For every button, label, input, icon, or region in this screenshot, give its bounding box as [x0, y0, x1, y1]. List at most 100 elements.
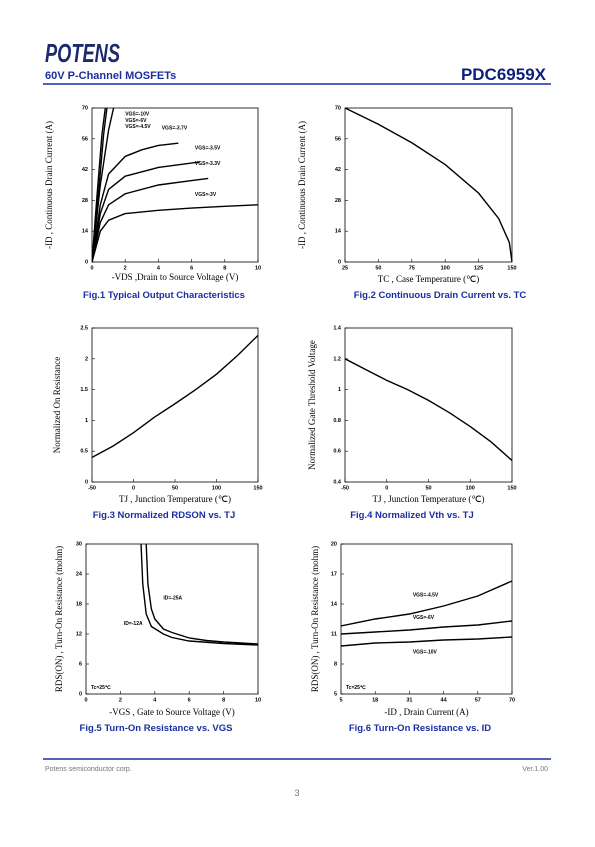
y-tick-label: 2: [85, 356, 88, 362]
series-label: VGS=-3.3V: [195, 161, 221, 167]
x-axis-label: TJ , Junction Temperature (℃): [372, 494, 484, 504]
series-line: [341, 580, 512, 627]
part-number: PDC6959X: [461, 65, 547, 84]
y-tick-label: 70: [82, 105, 88, 111]
x-tick-label: 100: [212, 485, 221, 491]
y-tick-label: 1.4: [333, 325, 342, 331]
x-tick-label: 0: [84, 697, 87, 703]
x-tick-label: 44: [441, 697, 448, 703]
y-tick-label: 70: [335, 105, 341, 111]
series-line: [92, 334, 258, 458]
y-tick-label: 28: [82, 198, 88, 204]
y-tick-label: 17: [331, 571, 337, 577]
x-tick-label: 8: [222, 697, 225, 703]
series-label: ID=-12A: [124, 621, 143, 627]
y-tick-label: 0.8: [333, 418, 341, 424]
annotation: Tc=25℃: [346, 684, 366, 691]
series-label: VGS=-4.5V: [125, 124, 151, 130]
x-tick-label: 31: [406, 697, 412, 703]
x-tick-label: 18: [372, 697, 378, 703]
y-tick-label: 56: [335, 136, 341, 142]
x-axis-label: -VDS ,Drain to Source Voltage (V): [112, 272, 239, 282]
footer-company: Potens semiconductor corp.: [45, 766, 132, 773]
x-tick-label: 0: [132, 485, 135, 491]
y-axis-label: Normalized On Resistance: [52, 357, 62, 453]
series-line: [92, 108, 115, 262]
y-tick-label: 8: [334, 661, 337, 667]
y-tick-label: 0.5: [80, 449, 88, 455]
figure-caption: Fig.4 Normalized Vth vs. TJ: [350, 510, 474, 521]
y-axis-label: RDS(ON) , Turn-On Resistance (mohm): [310, 546, 320, 692]
series-line: [92, 142, 179, 262]
series-line: [341, 636, 512, 647]
series-line: [140, 544, 258, 646]
y-tick-label: 0: [79, 691, 82, 697]
subtitle: 60V P-Channel MOSFETs: [45, 70, 176, 82]
y-axis-label: -ID , Continuous Drain Current (A): [44, 121, 54, 249]
plot-frame: [340, 543, 513, 695]
y-tick-label: 1.5: [80, 387, 88, 393]
y-tick-label: 1: [338, 387, 341, 393]
y-tick-label: 12: [76, 631, 82, 637]
x-tick-label: -50: [341, 485, 349, 491]
y-tick-label: 0: [85, 259, 88, 265]
series-label: VGS=-3.7V: [162, 126, 188, 132]
y-tick-label: 0.4: [333, 479, 342, 485]
x-tick-label: 150: [507, 485, 516, 491]
y-tick-label: 14: [82, 229, 89, 235]
figure-caption: Fig.3 Normalized RDSON vs. TJ: [93, 510, 236, 521]
x-tick-label: 5: [339, 697, 342, 703]
y-tick-label: 24: [76, 571, 83, 577]
series-line: [345, 358, 512, 461]
series-line: [345, 108, 512, 262]
series-line: [92, 161, 200, 262]
series-label: ID=-25A: [163, 596, 182, 602]
plot-frame: [85, 543, 259, 695]
y-tick-label: 11: [331, 631, 337, 637]
y-tick-label: 42: [335, 167, 341, 173]
y-axis-label: RDS(ON) , Turn-On Resistance (mohm): [54, 546, 64, 692]
x-axis-label: TC , Case Temperature (℃): [378, 274, 480, 284]
footer-version: Ver.1.00: [522, 766, 548, 773]
x-tick-label: 150: [253, 485, 262, 491]
x-tick-label: 10: [255, 697, 261, 703]
x-tick-label: 150: [507, 265, 516, 271]
annotation: Tc=25℃: [91, 684, 111, 691]
x-tick-label: 10: [255, 265, 261, 271]
y-tick-label: 5: [334, 691, 337, 697]
series-label: VGS=-3V: [195, 192, 217, 198]
series-label: VGS=-6V: [413, 615, 435, 621]
x-axis-label: TJ , Junction Temperature (℃): [119, 494, 231, 504]
x-tick-label: 50: [172, 485, 178, 491]
y-tick-label: 6: [79, 661, 82, 667]
series-label: VGS=-6V: [125, 118, 147, 124]
x-tick-label: 70: [509, 697, 515, 703]
x-tick-label: 6: [188, 697, 191, 703]
plot-frame: [91, 107, 259, 263]
y-tick-label: 0.6: [333, 449, 341, 455]
series-label: VGS=-10V: [413, 650, 438, 656]
series-line: [92, 177, 209, 262]
x-tick-label: 50: [425, 485, 431, 491]
y-axis-label: Normalized Gate Threshold Voltage: [307, 340, 317, 470]
y-tick-label: 14: [335, 229, 342, 235]
x-tick-label: 4: [157, 265, 161, 271]
y-tick-label: 42: [82, 167, 88, 173]
x-axis-label: -ID , Drain Current (A): [384, 707, 468, 717]
y-tick-label: 18: [76, 601, 82, 607]
x-tick-label: 0: [90, 265, 93, 271]
y-tick-label: 56: [82, 136, 88, 142]
figure-caption: Fig.6 Turn-On Resistance vs. ID: [349, 723, 491, 734]
y-tick-label: 0: [338, 259, 341, 265]
x-tick-label: 25: [342, 265, 348, 271]
series-label: VGS=-4.5V: [413, 593, 439, 599]
x-tick-label: 8: [223, 265, 226, 271]
x-tick-label: 125: [474, 265, 483, 271]
series-line: [92, 204, 258, 262]
x-tick-label: 100: [466, 485, 475, 491]
y-tick-label: 20: [331, 541, 337, 547]
x-tick-label: 2: [124, 265, 127, 271]
series-label: VGS=-3.5V: [195, 146, 221, 152]
x-tick-label: -50: [88, 485, 96, 491]
